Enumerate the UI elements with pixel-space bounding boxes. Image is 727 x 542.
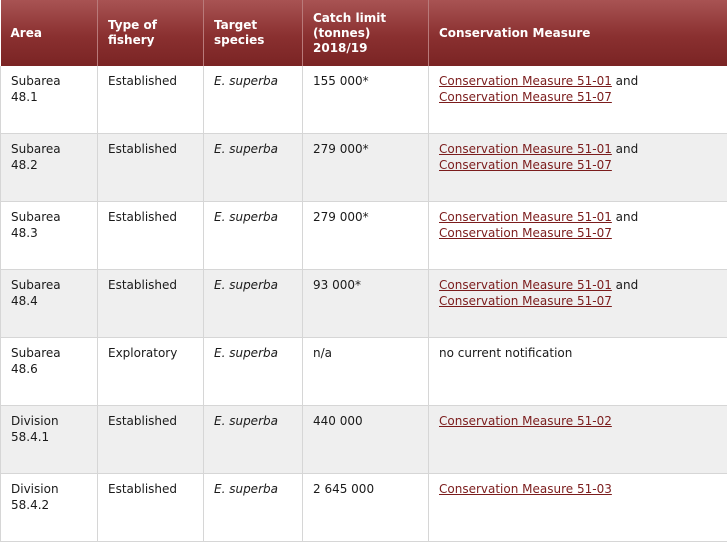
- cell-target-species-text: E. superba: [214, 414, 278, 428]
- cell-catch-limit: 440 000: [303, 406, 429, 474]
- cell-area-text: Division 58.4.2: [11, 482, 59, 512]
- cell-target-species: E. superba: [204, 338, 303, 406]
- cell-target-species: E. superba: [204, 474, 303, 542]
- header-conservation-measure: Conservation Measure: [429, 0, 727, 66]
- cell-area: Division 58.4.1: [1, 406, 98, 474]
- cell-fishery-type-text: Established: [108, 142, 177, 156]
- cell-catch-limit-text: 2 645 000: [313, 482, 374, 496]
- cell-fishery-type-text: Established: [108, 414, 177, 428]
- cell-fishery-type: Established: [98, 202, 204, 270]
- cell-conservation-measure: Conservation Measure 51-02: [429, 406, 727, 474]
- cell-area-text: Subarea 48.3: [11, 210, 61, 240]
- cell-catch-limit-text: 440 000: [313, 414, 363, 428]
- header-target-species: Target species: [204, 0, 303, 66]
- header-row: Area Type of fishery Target species Catc…: [1, 0, 727, 66]
- cell-catch-limit: 155 000*: [303, 66, 429, 134]
- header-fishery-type: Type of fishery: [98, 0, 204, 66]
- cell-area: Subarea 48.1: [1, 66, 98, 134]
- cell-fishery-type: Established: [98, 406, 204, 474]
- cell-fishery-type-text: Established: [108, 74, 177, 88]
- conservation-measure-link[interactable]: Conservation Measure 51-07: [439, 294, 612, 308]
- cell-target-species: E. superba: [204, 202, 303, 270]
- cell-target-species-text: E. superba: [214, 278, 278, 292]
- cell-target-species-text: E. superba: [214, 74, 278, 88]
- cell-target-species-text: E. superba: [214, 210, 278, 224]
- cell-target-species: E. superba: [204, 270, 303, 338]
- cell-target-species-text: E. superba: [214, 142, 278, 156]
- cell-fishery-type-text: Established: [108, 482, 177, 496]
- cell-target-species: E. superba: [204, 406, 303, 474]
- cell-area-text: Subarea 48.6: [11, 346, 61, 376]
- cell-target-species: E. superba: [204, 134, 303, 202]
- conservation-measure-link[interactable]: Conservation Measure 51-02: [439, 414, 612, 428]
- cell-target-species-text: E. superba: [214, 346, 278, 360]
- cell-catch-limit: 93 000*: [303, 270, 429, 338]
- table-row: Division 58.4.1 Established E. superba 440 …: [1, 406, 727, 474]
- cell-catch-limit: n/a: [303, 338, 429, 406]
- cell-conservation-measure: Conservation Measure 51-03: [429, 474, 727, 542]
- cell-fishery-type: Exploratory: [98, 338, 204, 406]
- conservation-measure-link[interactable]: Conservation Measure 51-07: [439, 226, 612, 240]
- conservation-measure-link[interactable]: Conservation Measure 51-03: [439, 482, 612, 496]
- cell-area: Subarea 48.2: [1, 134, 98, 202]
- cell-catch-limit-text: 155 000*: [313, 74, 369, 88]
- conservation-measure-link[interactable]: Conservation Measure 51-01: [439, 142, 612, 156]
- conservation-measure-link[interactable]: Conservation Measure 51-01: [439, 278, 612, 292]
- table-row: Subarea 48.6 Exploratory E. superba n/a no c…: [1, 338, 727, 406]
- cell-conservation-measure: Conservation Measure 51-01 and Conservat…: [429, 270, 727, 338]
- table-row: Division 58.4.2 Established E. superba 2 64…: [1, 474, 727, 542]
- connector-text: and: [612, 142, 638, 156]
- cell-area: Subarea 48.4: [1, 270, 98, 338]
- conservation-measure-link[interactable]: Conservation Measure 51-01: [439, 74, 612, 88]
- cell-target-species-text: E. superba: [214, 482, 278, 496]
- cell-fishery-type-text: Established: [108, 278, 177, 292]
- connector-text: and: [612, 74, 638, 88]
- cell-area: Subarea 48.6: [1, 338, 98, 406]
- cell-conservation-measure: Conservation Measure 51-01 and Conservat…: [429, 134, 727, 202]
- cell-catch-limit: 2 645 000: [303, 474, 429, 542]
- connector-text: and: [612, 278, 638, 292]
- notification-note: no current notification: [439, 346, 572, 360]
- cell-catch-limit-text: 279 000*: [313, 210, 369, 224]
- cell-area-text: Subarea 48.4: [11, 278, 61, 308]
- table-row: Subarea 48.1 Established E. superba 155 000…: [1, 66, 727, 134]
- cell-area: Subarea 48.3: [1, 202, 98, 270]
- cell-conservation-measure: Conservation Measure 51-01 and Conservat…: [429, 202, 727, 270]
- cell-fishery-type: Established: [98, 66, 204, 134]
- table-body: Subarea 48.1 Established E. superba 155 000…: [1, 66, 727, 542]
- connector-text: and: [612, 210, 638, 224]
- cell-conservation-measure: Conservation Measure 51-01 and Conservat…: [429, 66, 727, 134]
- conservation-measure-link[interactable]: Conservation Measure 51-07: [439, 158, 612, 172]
- cell-fishery-type: Established: [98, 134, 204, 202]
- cell-fishery-type: Established: [98, 270, 204, 338]
- cell-area-text: Subarea 48.1: [11, 74, 61, 104]
- cell-fishery-type-text: Established: [108, 210, 177, 224]
- header-catch-limit: Catch limit (tonnes) 2018/19: [303, 0, 429, 66]
- conservation-measure-link[interactable]: Conservation Measure 51-01: [439, 210, 612, 224]
- cell-catch-limit-text: n/a: [313, 346, 332, 360]
- cell-area: Division 58.4.2: [1, 474, 98, 542]
- cell-area-text: Division 58.4.1: [11, 414, 59, 444]
- cell-catch-limit-text: 279 000*: [313, 142, 369, 156]
- cell-catch-limit: 279 000*: [303, 202, 429, 270]
- cell-catch-limit: 279 000*: [303, 134, 429, 202]
- cell-fishery-type: Established: [98, 474, 204, 542]
- header-area: Area: [1, 0, 98, 66]
- cell-target-species: E. superba: [204, 66, 303, 134]
- cell-fishery-type-text: Exploratory: [108, 346, 177, 360]
- cell-conservation-measure: no current notification: [429, 338, 727, 406]
- cell-catch-limit-text: 93 000*: [313, 278, 361, 292]
- conservation-measure-link[interactable]: Conservation Measure 51-07: [439, 90, 612, 104]
- table-row: Subarea 48.2 Established E. superba 279 000…: [1, 134, 727, 202]
- cell-area-text: Subarea 48.2: [11, 142, 61, 172]
- table-row: Subarea 48.4 Established E. superba 93 000*…: [1, 270, 727, 338]
- table-row: Subarea 48.3 Established E. superba 279 000…: [1, 202, 727, 270]
